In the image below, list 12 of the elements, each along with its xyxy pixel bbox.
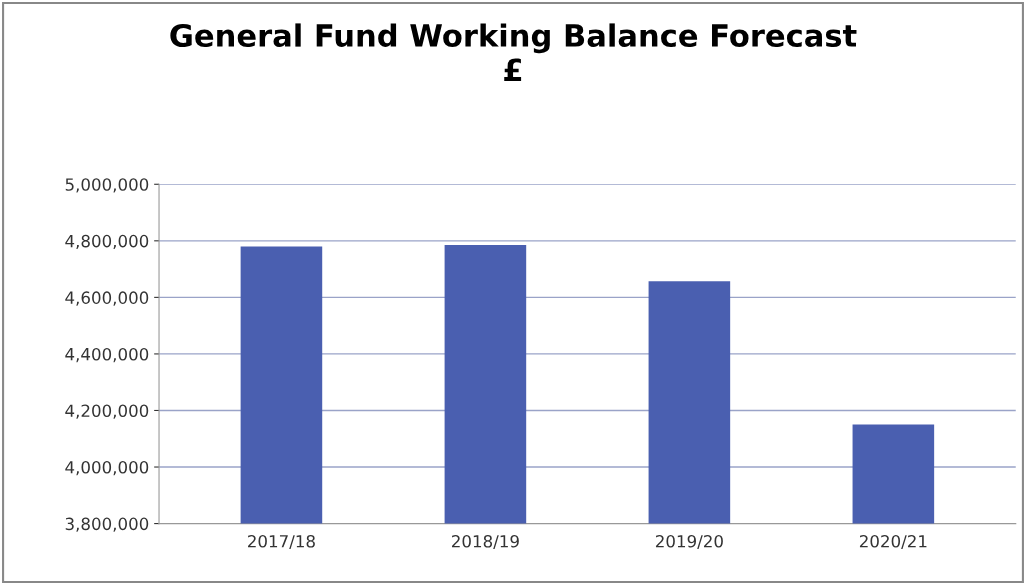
y-tick-label: 4,200,000	[65, 404, 149, 419]
x-tick-label: 2019/20	[655, 534, 723, 549]
y-tick-label: 4,600,000	[65, 291, 149, 306]
y-tick-label: 3,800,000	[65, 517, 149, 532]
y-tick-label: 4,800,000	[65, 234, 149, 250]
y-tick-label: 4,400,000	[65, 347, 149, 363]
chart-title: General Fund Working Balance Forecast £	[170, 23, 857, 82]
x-tick-label: 2020/21	[859, 534, 927, 549]
y-tick-label: 4,000,000	[65, 460, 149, 476]
x-tick-label: 2017/18	[248, 534, 315, 549]
x-tick-label: 2018/19	[452, 534, 519, 549]
y-tick-label: 5,000,000	[65, 178, 149, 193]
